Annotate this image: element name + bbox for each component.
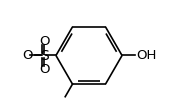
Text: O: O [22,49,33,62]
Text: OH: OH [136,49,156,62]
Text: O: O [39,35,49,48]
Text: S: S [40,49,48,62]
Text: O: O [39,63,49,76]
